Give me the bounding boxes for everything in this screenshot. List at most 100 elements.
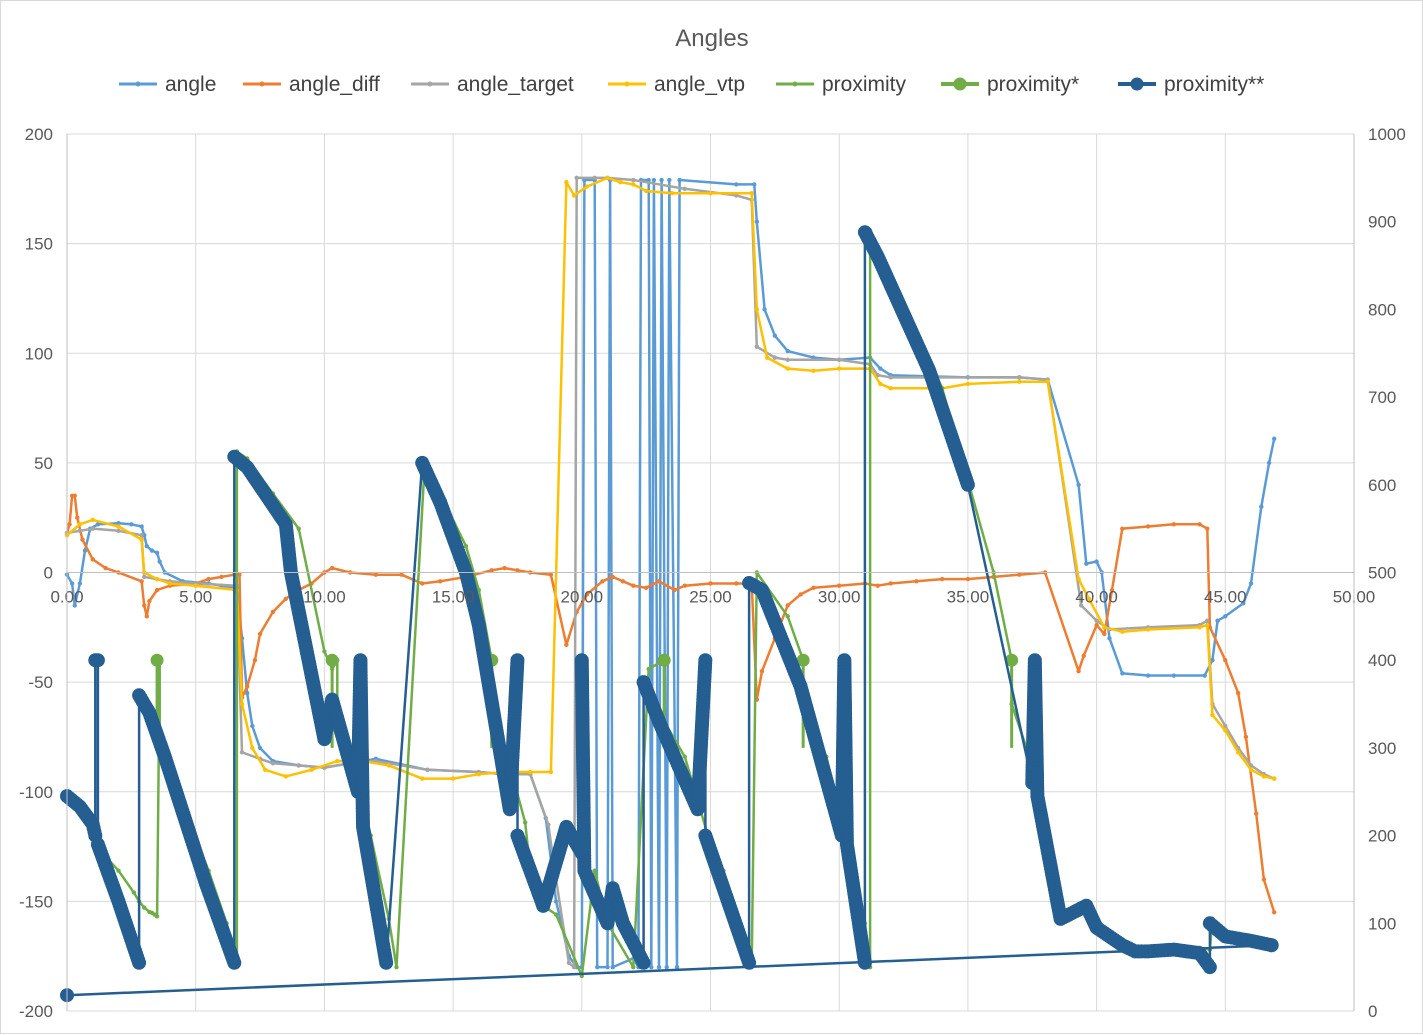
- data-point: [837, 366, 842, 371]
- data-point: [1264, 938, 1279, 953]
- data-point: [643, 188, 649, 194]
- data-point: [296, 526, 301, 531]
- legend-label: angle_target: [457, 73, 574, 96]
- data-point: [322, 649, 327, 654]
- data-point: [960, 477, 975, 492]
- data-point: [502, 565, 507, 571]
- data-point: [154, 914, 160, 919]
- data-point: [250, 745, 255, 751]
- data-point: [262, 767, 268, 773]
- data-point: [610, 964, 615, 970]
- x-tick-label: 5.00: [179, 588, 212, 607]
- data-point: [631, 182, 636, 187]
- y-right-tick-label: 0: [1368, 1002, 1377, 1021]
- x-tick-label: 10.00: [303, 588, 346, 607]
- data-point: [1261, 877, 1267, 882]
- data-point: [1197, 625, 1202, 630]
- y-left-tick-label: -200: [19, 1002, 53, 1021]
- data-point: [463, 543, 469, 549]
- data-point: [270, 609, 276, 615]
- data-point: [657, 653, 671, 667]
- data-point: [144, 543, 149, 549]
- data-point: [651, 177, 657, 183]
- data-point: [420, 581, 425, 586]
- data-point: [785, 348, 790, 354]
- data-point: [139, 524, 144, 529]
- data-point: [605, 964, 610, 970]
- legend-label: angle_vtp: [654, 73, 745, 96]
- data-point: [1272, 776, 1277, 781]
- data-point: [77, 522, 83, 527]
- data-point: [420, 776, 425, 781]
- data-point: [227, 955, 242, 970]
- data-point: [69, 581, 75, 586]
- data-point: [132, 955, 147, 970]
- data-point: [335, 758, 340, 764]
- data-point: [939, 576, 945, 582]
- data-point: [116, 868, 121, 873]
- data-point: [386, 763, 391, 768]
- data-point: [1076, 576, 1081, 582]
- data-point: [888, 386, 893, 391]
- data-point: [522, 820, 528, 825]
- data-point: [399, 572, 404, 577]
- data-point: [548, 572, 554, 577]
- data-point: [95, 522, 101, 527]
- data-point: [1107, 636, 1112, 641]
- data-point: [1171, 522, 1177, 527]
- data-point: [811, 368, 816, 373]
- data-point: [1102, 625, 1107, 630]
- data-point: [131, 890, 137, 895]
- data-point: [1223, 728, 1228, 733]
- data-point: [811, 585, 816, 591]
- data-point: [139, 537, 144, 542]
- data-point: [548, 769, 554, 775]
- data-point: [77, 528, 83, 534]
- data-point: [636, 955, 651, 970]
- data-point: [515, 568, 520, 573]
- data-point: [167, 581, 173, 586]
- data-point: [90, 517, 95, 523]
- data-point: [646, 666, 651, 672]
- legend-label: proximity**: [1164, 73, 1264, 96]
- data-point: [90, 557, 95, 562]
- data-point: [584, 592, 590, 597]
- data-point: [1145, 673, 1151, 678]
- data-point: [798, 592, 803, 597]
- data-point: [664, 964, 669, 970]
- data-point: [296, 763, 301, 768]
- data-point: [605, 175, 610, 181]
- legend-marker: [792, 81, 798, 87]
- y-right-tick-label: 100: [1368, 914, 1396, 933]
- data-point: [1094, 622, 1099, 628]
- series-angle_diff: [64, 493, 1277, 915]
- data-point: [244, 684, 250, 689]
- data-point: [1145, 627, 1151, 632]
- data-point: [139, 579, 144, 584]
- data-point: [669, 190, 675, 196]
- data-point: [139, 533, 144, 538]
- axes: 200150100500-50-100-150-2001000900800700…: [19, 125, 1406, 1021]
- data-point: [764, 355, 770, 360]
- data-point: [103, 565, 108, 571]
- data-point: [394, 964, 399, 970]
- legend-item-angle_target: angle_target: [411, 73, 574, 96]
- data-point: [142, 574, 147, 580]
- data-point: [1084, 561, 1089, 566]
- y-left-tick-label: 50: [34, 454, 53, 473]
- data-point: [476, 587, 482, 593]
- data-point: [1202, 960, 1217, 975]
- x-tick-label: 15.00: [432, 588, 475, 607]
- legend-marker: [135, 81, 141, 87]
- data-point: [1235, 690, 1241, 696]
- data-point: [309, 767, 314, 773]
- data-point: [656, 964, 662, 970]
- data-point: [325, 653, 339, 667]
- data-point: [1120, 526, 1125, 531]
- y-right-tick-label: 700: [1368, 388, 1396, 407]
- legend-label: proximity*: [987, 73, 1079, 96]
- data-point: [1076, 668, 1081, 674]
- data-point: [878, 381, 883, 387]
- data-point: [489, 568, 494, 573]
- data-point: [270, 761, 276, 766]
